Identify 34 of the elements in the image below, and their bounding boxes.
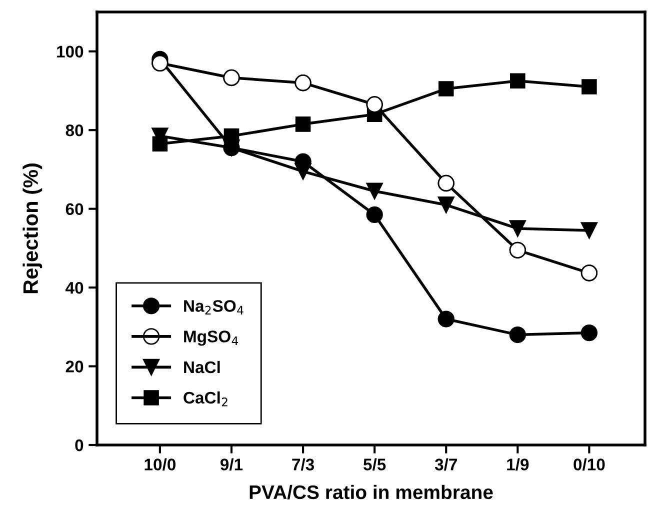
point (366, 182, 383, 200)
point (582, 79, 597, 94)
point (366, 206, 383, 224)
point (438, 81, 454, 96)
legend-label: CaCl$_{2}$ (184, 391, 228, 406)
point (509, 326, 526, 344)
point (509, 220, 526, 237)
y-tick-label: 0 (75, 439, 84, 452)
y-tick-label: 80 (66, 124, 84, 136)
x-tick-label: 9/1 (220, 458, 243, 471)
legend-label: MgSO$_{4}$ (184, 330, 238, 346)
x-tick-label: 0/10 (574, 458, 605, 471)
point (438, 196, 454, 214)
y-tick-label: 40 (66, 282, 84, 294)
y-tick-label: 20 (66, 360, 84, 372)
point (152, 136, 168, 152)
y-tick-label: 60 (66, 203, 84, 216)
x-tick-label: 10/0 (144, 458, 176, 471)
legend-label: Na$_{2}$SO$_{4}$ (184, 300, 244, 314)
point (294, 163, 312, 180)
point (510, 73, 526, 89)
x-tick-label: 5/5 (364, 458, 386, 471)
x-tick-label: 7/3 (292, 458, 314, 471)
point (224, 128, 240, 144)
point (580, 222, 598, 239)
point (295, 116, 311, 132)
point (580, 324, 598, 342)
x-axis-title: PVA/CS ratio in membrane (250, 484, 493, 500)
x-tick-label: 3/7 (434, 458, 457, 471)
point (438, 310, 454, 328)
y-axis-title: Rejection (%) (22, 164, 42, 294)
legend-label: NaCl (184, 360, 220, 374)
y-tick-label: 100 (57, 46, 84, 58)
x-tick-label: 1/9 (507, 458, 529, 471)
